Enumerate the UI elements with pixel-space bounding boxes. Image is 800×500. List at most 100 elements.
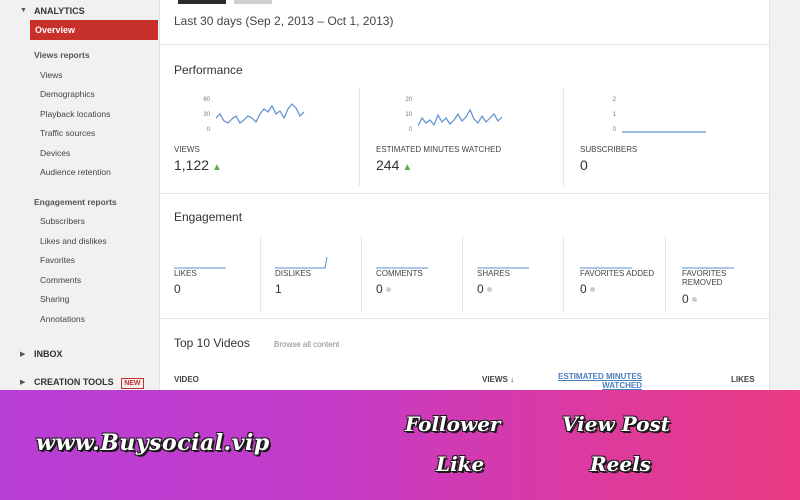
dislikes-metric-card[interactable]: DISLIKES 1 (261, 236, 362, 312)
y-tick: 1 (612, 112, 616, 118)
creation-tools-section-header[interactable]: ▶ CREATION TOOLS NEW (20, 377, 144, 389)
creation-tools-label: CREATION TOOLS (34, 377, 114, 387)
sidebar-item-overview[interactable]: Overview (30, 20, 158, 40)
column-header-video[interactable]: VIDEO (174, 375, 199, 384)
dislikes-sparkline (275, 256, 328, 269)
sidebar-item-views[interactable]: Views (40, 70, 63, 80)
subscribers-sparkline (622, 131, 706, 133)
y-tick: 0 (408, 127, 412, 133)
top-videos-title: Top 10 Videos (174, 336, 250, 350)
trend-up-icon: ▲ (402, 162, 413, 173)
favorites-removed-number: 0 (682, 292, 689, 306)
divider (160, 193, 770, 194)
shares-label: SHARES (477, 269, 510, 278)
caret-right-icon: ▶ (20, 379, 26, 386)
sidebar-item-traffic-sources[interactable]: Traffic sources (40, 128, 96, 138)
comments-metric-card[interactable]: COMMENTS 0 (362, 236, 463, 312)
sidebar-item-subscribers[interactable]: Subscribers (40, 216, 85, 226)
column-header-views[interactable]: VIEWS ↓ (482, 375, 514, 384)
favorites-removed-metric-card[interactable]: FAVORITES REMOVED 0 (666, 236, 770, 312)
no-change-dot-icon (691, 297, 697, 303)
likes-sparkline (174, 267, 226, 269)
sidebar-item-sharing[interactable]: Sharing (40, 294, 70, 304)
sidebar-item-likes-dislikes[interactable]: Likes and dislikes (40, 236, 107, 246)
browse-all-content-link[interactable]: Browse all content (274, 340, 340, 349)
views-number: 1,122 (174, 157, 210, 173)
thumbnail-placeholder (234, 0, 272, 4)
inbox-label: INBOX (34, 349, 63, 359)
no-change-dot-icon (486, 287, 492, 293)
banner-site-url: www.Buysocial.vip (36, 430, 270, 456)
views-metric-card[interactable]: 60 30 0 VIEWS 1,122 ▲ (160, 88, 360, 186)
sidebar-item-devices[interactable]: Devices (40, 148, 71, 158)
caret-down-icon: ▼ (20, 7, 27, 14)
sort-down-arrow-icon: ↓ (510, 375, 515, 384)
divider (160, 318, 770, 319)
caret-right-icon: ▶ (20, 351, 26, 358)
favorites-removed-label: FAVORITES REMOVED (682, 269, 727, 287)
comments-value: 0 (376, 282, 391, 296)
comments-sparkline (376, 267, 428, 269)
new-badge: NEW (121, 378, 144, 389)
subscribers-value: 0 (580, 157, 588, 173)
banner-tag-follower: Follower (405, 412, 501, 436)
minutes-watched-number: 244 (376, 157, 400, 173)
sidebar-item-demographics[interactable]: Demographics (40, 89, 95, 99)
banner-tag-reels: Reels (590, 452, 651, 476)
likes-value: 0 (174, 282, 181, 296)
favorites-added-sparkline (580, 267, 632, 269)
favorites-added-value: 0 (580, 282, 595, 296)
y-tick: 0 (206, 127, 210, 133)
shares-value: 0 (477, 282, 492, 296)
comments-label: COMMENTS (376, 269, 423, 278)
y-tick: 2 (612, 97, 616, 103)
views-value: 1,122 ▲ (174, 157, 222, 173)
trend-up-icon: ▲ (212, 162, 222, 173)
comments-number: 0 (376, 282, 383, 296)
favorites-added-metric-card[interactable]: FAVORITES ADDED 0 (564, 236, 666, 312)
banner-tag-like: Like (436, 452, 485, 476)
no-change-dot-icon (385, 287, 391, 293)
column-header-likes[interactable]: LIKES (731, 375, 755, 384)
dislikes-label: DISLIKES (275, 269, 312, 278)
favorites-removed-sparkline (682, 267, 734, 269)
dislikes-value: 1 (275, 282, 282, 296)
performance-title: Performance (174, 63, 243, 77)
promo-banner: www.Buysocial.vip Follower View Post Lik… (0, 390, 800, 500)
minutes-watched-label: ESTIMATED MINUTES WATCHED (376, 145, 502, 154)
views-label: VIEWS (174, 145, 200, 154)
y-tick: 60 (203, 97, 210, 103)
subscribers-metric-card[interactable]: 2 1 0 SUBSCRIBERS 0 (564, 88, 770, 186)
likes-label: LIKES (174, 269, 197, 278)
subscribers-label: SUBSCRIBERS (580, 145, 638, 154)
no-change-dot-icon (589, 287, 595, 293)
minutes-watched-value: 244 ▲ (376, 157, 412, 173)
y-tick: 10 (405, 112, 412, 118)
analytics-sidebar: ▼ ANALYTICS Overview Views reports Views… (0, 0, 160, 390)
engagement-title: Engagement (174, 210, 243, 224)
engagement-reports-heading: Engagement reports (34, 197, 117, 207)
likes-metric-card[interactable]: LIKES 0 (160, 236, 261, 312)
views-column-label: VIEWS (482, 375, 508, 384)
sidebar-item-favorites[interactable]: Favorites (40, 255, 75, 265)
banner-tag-view-post: View Post (562, 412, 671, 436)
analytics-section-header[interactable]: ▼ ANALYTICS (20, 6, 85, 16)
column-header-estimated-minutes[interactable]: ESTIMATED MINUTES WATCHED (558, 372, 642, 390)
analytics-section-label: ANALYTICS (34, 6, 85, 16)
video-thumbnail (178, 0, 226, 4)
sidebar-item-annotations[interactable]: Annotations (40, 314, 85, 324)
y-tick: 30 (203, 112, 210, 118)
sidebar-item-comments[interactable]: Comments (40, 275, 82, 285)
y-tick: 20 (405, 97, 412, 103)
favorites-added-label: FAVORITES ADDED (580, 269, 655, 278)
shares-sparkline (477, 267, 529, 269)
shares-number: 0 (477, 282, 484, 296)
sidebar-item-playback-locations[interactable]: Playback locations (40, 109, 111, 119)
favorites-added-number: 0 (580, 282, 587, 296)
minutes-watched-metric-card[interactable]: 20 10 0 ESTIMATED MINUTES WATCHED 244 ▲ (362, 88, 564, 186)
sidebar-item-audience-retention[interactable]: Audience retention (40, 167, 111, 177)
shares-metric-card[interactable]: SHARES 0 (463, 236, 564, 312)
inbox-section-header[interactable]: ▶ INBOX (20, 349, 63, 359)
minutes-watched-sparkline (418, 108, 503, 127)
favorites-removed-value: 0 (682, 292, 697, 306)
